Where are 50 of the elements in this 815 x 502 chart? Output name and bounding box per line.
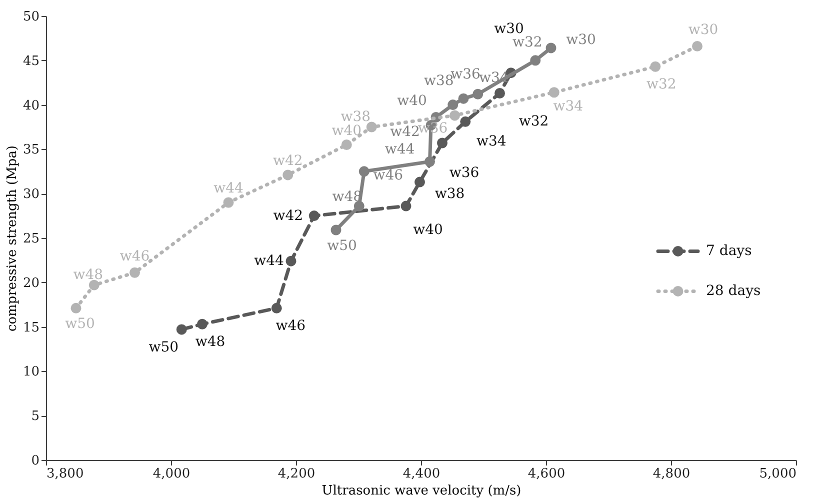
data-label: w34: [553, 98, 584, 114]
legend-label: 7 days: [706, 243, 752, 260]
data-label: w44: [214, 180, 244, 196]
x-axis-title: Ultrasonic wave velocity (m/s): [322, 484, 522, 498]
data-label: w46: [276, 318, 306, 334]
data-label: w50: [327, 238, 357, 254]
data-label: w40: [332, 122, 362, 139]
data-label: w32: [512, 34, 542, 50]
x-tick-label: 4,000: [152, 466, 190, 482]
x-tick-label: 4,800: [652, 466, 690, 482]
y-tick-label: 30: [22, 187, 40, 202]
y-tick-label: 45: [22, 54, 40, 69]
data-label: w30: [566, 32, 596, 48]
y-tick-label: 20: [22, 276, 40, 291]
data-label: w38: [340, 109, 371, 125]
x-tick-label: 4,200: [278, 466, 316, 482]
data-label: w38: [434, 186, 465, 202]
data-label: w48: [195, 334, 226, 350]
data-label: w30: [494, 20, 524, 37]
y-tick-label: 50: [22, 10, 40, 24]
data-label: w42: [390, 124, 420, 140]
y-tick-label: 35: [22, 142, 40, 158]
y-tick-label: 25: [22, 232, 40, 246]
y-axis-title: compressive strength (Mpa): [4, 145, 20, 332]
data-label: w46: [373, 167, 404, 184]
data-label: w44: [254, 253, 284, 270]
data-label: w40: [397, 93, 427, 110]
legend-label: 28 days: [706, 283, 761, 300]
data-label: w44: [384, 142, 415, 158]
data-label: w34: [476, 134, 506, 150]
y-tick-label: 0: [31, 454, 40, 468]
y-tick-label: 5: [31, 409, 40, 424]
y-tick-label: 40: [22, 98, 40, 114]
data-label: w30: [688, 22, 718, 38]
data-label: w32: [646, 76, 676, 93]
data-label: w36: [449, 164, 480, 181]
y-tick-label: 15: [22, 320, 40, 336]
data-label: w42: [272, 152, 303, 169]
data-label: w42: [273, 208, 304, 224]
data-label: w50: [148, 339, 179, 356]
data-label: w40: [413, 222, 443, 238]
x-tick-label: 4,600: [528, 466, 566, 482]
x-tick-label: 5,000: [759, 466, 796, 482]
data-label: w32: [518, 113, 549, 130]
data-label: w50: [65, 316, 95, 332]
data-label: w46: [120, 248, 150, 265]
y-tick-label: 10: [22, 364, 40, 380]
x-tick-label: 4,400: [402, 466, 440, 482]
x-tick-label: 3,800: [46, 466, 84, 482]
data-label: w48: [73, 267, 104, 284]
